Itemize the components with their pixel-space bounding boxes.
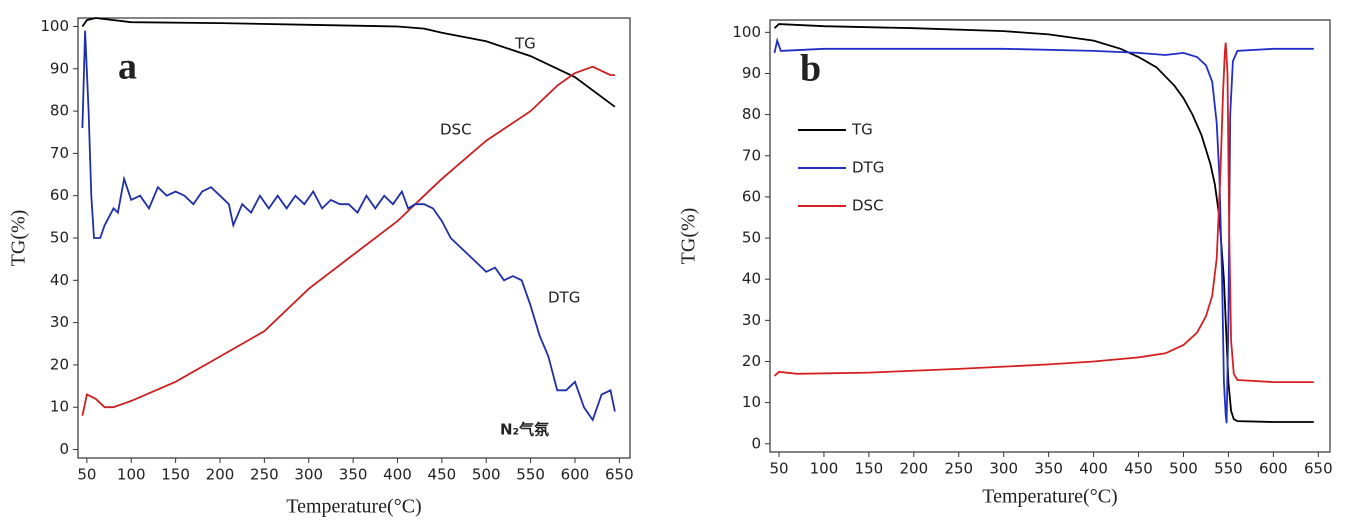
y-tick-label: 80: [742, 105, 761, 123]
y-tick-label: 40: [742, 270, 761, 288]
y-tick-label: 30: [50, 313, 69, 331]
y-tick-label: 50: [50, 229, 69, 247]
x-tick-label: 350: [1034, 460, 1063, 478]
x-tick-label: 150: [161, 466, 190, 484]
y-tick-label: 80: [50, 102, 69, 120]
x-tick-label: 150: [855, 460, 884, 478]
x-axis-label: Temperature(°C): [982, 486, 1117, 508]
y-tick-label: 60: [50, 186, 69, 204]
plot-frame: [769, 19, 1331, 453]
x-tick-label: 100: [810, 460, 839, 478]
y-tick-label: 10: [50, 398, 69, 416]
y-tick-label: 90: [742, 64, 761, 82]
x-tick-label: 300: [989, 460, 1018, 478]
x-tick-label: 550: [1214, 460, 1243, 478]
x-tick-label: 650: [605, 466, 634, 484]
y-tick-label: 20: [742, 352, 761, 370]
y-tick-label: 60: [742, 187, 761, 205]
x-tick-label: 200: [899, 460, 928, 478]
y-axis-label: TG(%): [8, 210, 30, 267]
data-line: [81, 17, 616, 108]
x-tick-label: 400: [383, 466, 412, 484]
series-label: TG: [514, 35, 536, 53]
x-tick-label: 350: [339, 466, 368, 484]
series-label: DSC: [440, 121, 472, 139]
y-tick-label: 90: [50, 59, 69, 77]
x-tick-label: 600: [1259, 460, 1288, 478]
legend-label: DSC: [852, 197, 884, 215]
legend-label: DTG: [852, 159, 884, 177]
x-tick-label: 100: [117, 466, 146, 484]
x-tick-label: 50: [769, 460, 788, 478]
x-tick-label: 500: [472, 466, 501, 484]
y-tick-label: 0: [59, 440, 69, 458]
x-tick-label: 50: [77, 466, 96, 484]
data-line: [773, 42, 1314, 383]
data-line: [773, 37, 1314, 424]
x-tick-label: 550: [516, 466, 545, 484]
annotation: N₂气氛: [500, 421, 549, 439]
series-label: DTG: [548, 289, 580, 307]
x-tick-label: 450: [1124, 460, 1153, 478]
x-tick-label: 500: [1169, 460, 1198, 478]
y-tick-label: 70: [50, 144, 69, 162]
y-tick-label: 100: [732, 23, 761, 41]
x-tick-label: 250: [250, 466, 279, 484]
data-line: [773, 23, 1314, 423]
x-tick-label: 600: [561, 466, 590, 484]
y-tick-label: 100: [40, 17, 69, 35]
annotation: a: [118, 46, 137, 88]
x-tick-label: 200: [206, 466, 235, 484]
y-tick-label: 0: [751, 434, 761, 452]
y-tick-label: 50: [742, 229, 761, 247]
legend-label: TG: [851, 121, 873, 139]
x-tick-label: 450: [428, 466, 457, 484]
x-tick-label: 400: [1079, 460, 1108, 478]
y-tick-label: 40: [50, 271, 69, 289]
y-tick-label: 30: [742, 311, 761, 329]
y-tick-label: 20: [50, 355, 69, 373]
y-axis-label: TG(%): [678, 208, 700, 265]
plot-frame: [77, 17, 631, 459]
y-tick-label: 10: [742, 393, 761, 411]
x-tick-label: 650: [1304, 460, 1333, 478]
x-tick-label: 250: [944, 460, 973, 478]
data-line: [81, 30, 616, 422]
x-axis-label: Temperature(°C): [286, 496, 421, 518]
data-line: [81, 65, 615, 416]
annotation: b: [800, 48, 821, 90]
x-tick-label: 300: [294, 466, 323, 484]
y-tick-label: 70: [742, 146, 761, 164]
